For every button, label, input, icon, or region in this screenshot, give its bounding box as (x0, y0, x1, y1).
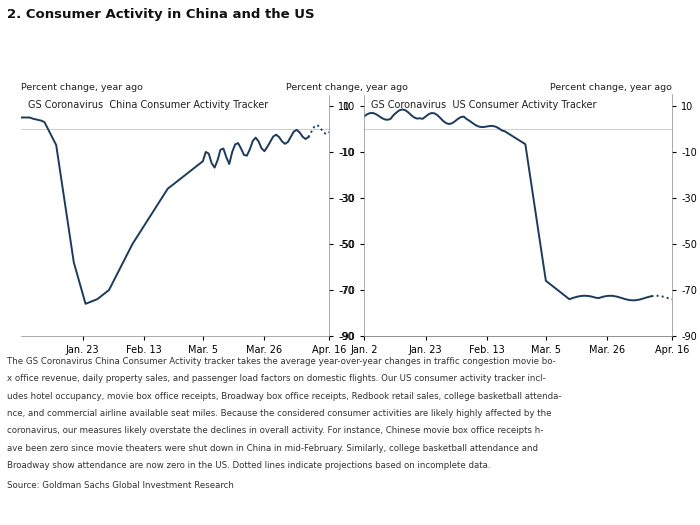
Text: Percent change, year ago: Percent change, year ago (21, 83, 143, 92)
Text: GS Coronavirus  China Consumer Activity Tracker: GS Coronavirus China Consumer Activity T… (28, 100, 268, 110)
Text: x office revenue, daily property sales, and passenger load factors on domestic f: x office revenue, daily property sales, … (7, 374, 545, 383)
Text: 2. Consumer Activity in China and the US: 2. Consumer Activity in China and the US (7, 8, 314, 21)
Text: GS Coronavirus  US Consumer Activity Tracker: GS Coronavirus US Consumer Activity Trac… (371, 100, 596, 110)
Text: Percent change, year ago: Percent change, year ago (286, 83, 407, 92)
Text: Percent change, year ago: Percent change, year ago (550, 83, 672, 92)
Text: coronavirus, our measures likely overstate the declines in overall activity. For: coronavirus, our measures likely oversta… (7, 426, 543, 435)
Text: udes hotel occupancy, movie box office receipts, Broadway box office receipts, R: udes hotel occupancy, movie box office r… (7, 392, 561, 401)
Text: Source: Goldman Sachs Global Investment Research: Source: Goldman Sachs Global Investment … (7, 481, 234, 490)
Text: nce, and commercial airline available seat miles. Because the considered consume: nce, and commercial airline available se… (7, 409, 552, 418)
Text: ave been zero since movie theaters were shut down in China in mid-February. Simi: ave been zero since movie theaters were … (7, 444, 538, 453)
Text: Broadway show attendance are now zero in the US. Dotted lines indicate projectio: Broadway show attendance are now zero in… (7, 461, 491, 470)
Text: The GS Coronavirus China Consumer Activity tracker takes the average year-over-y: The GS Coronavirus China Consumer Activi… (7, 357, 556, 366)
